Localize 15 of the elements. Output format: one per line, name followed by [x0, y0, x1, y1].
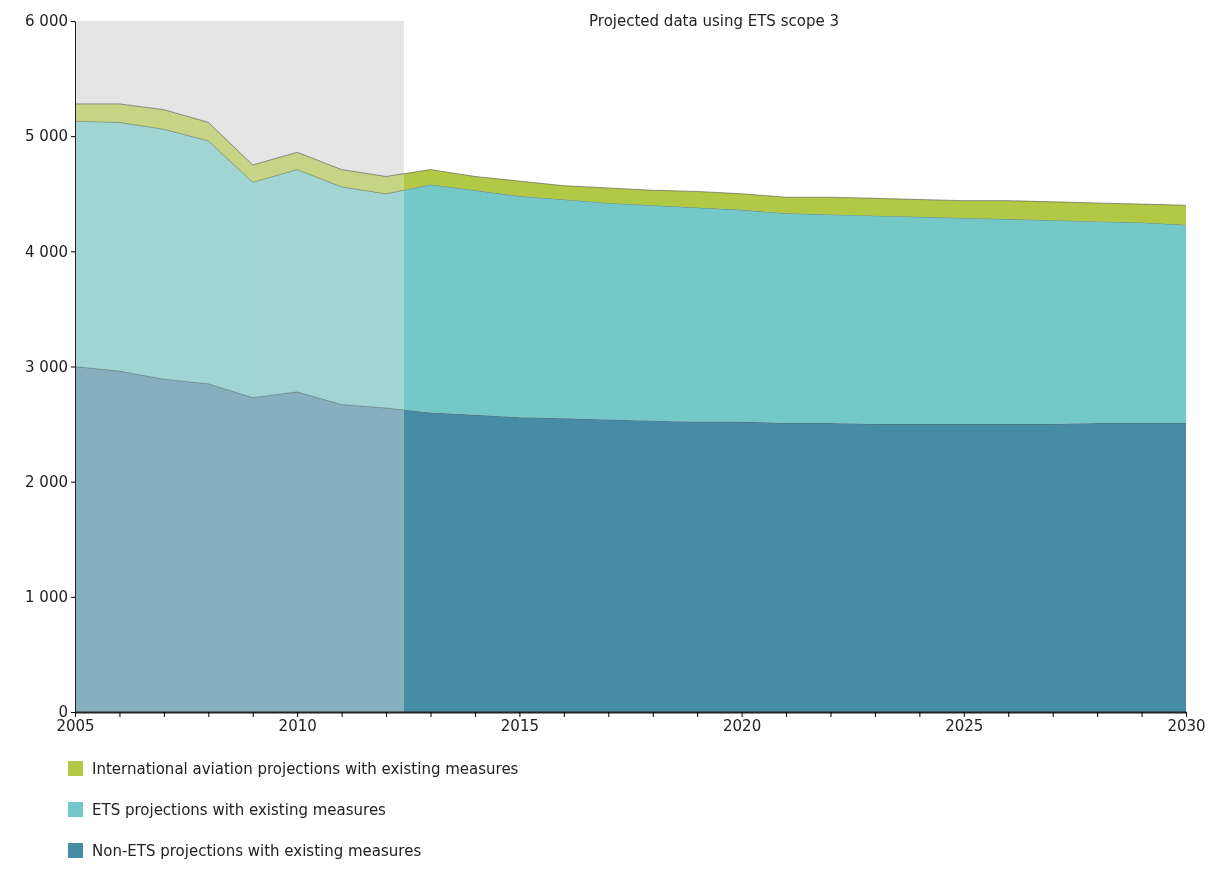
legend-label: International aviation projections with existing measures [92, 760, 519, 778]
legend-label: Non-ETS projections with existing measures [92, 842, 422, 860]
legend-label: ETS projections with existing measures [92, 801, 387, 819]
y-tick-label: 1 000 [25, 588, 68, 607]
x-tick-label: 2010 [278, 716, 317, 735]
chart-title: Projected data using ETS scope 3 [589, 12, 839, 30]
y-tick-label: 6 000 [25, 12, 68, 31]
x-tick-label: 2015 [500, 716, 539, 735]
y-tick-label: 4 000 [25, 242, 68, 261]
x-tick-label: 2030 [1167, 716, 1206, 735]
y-tick-label: 3 000 [25, 357, 68, 376]
y-tick-label: 5 000 [25, 127, 68, 146]
x-tick-label: 2025 [945, 716, 984, 735]
y-tick-label: 2 000 [25, 472, 68, 491]
x-tick-label: 2020 [723, 716, 762, 735]
